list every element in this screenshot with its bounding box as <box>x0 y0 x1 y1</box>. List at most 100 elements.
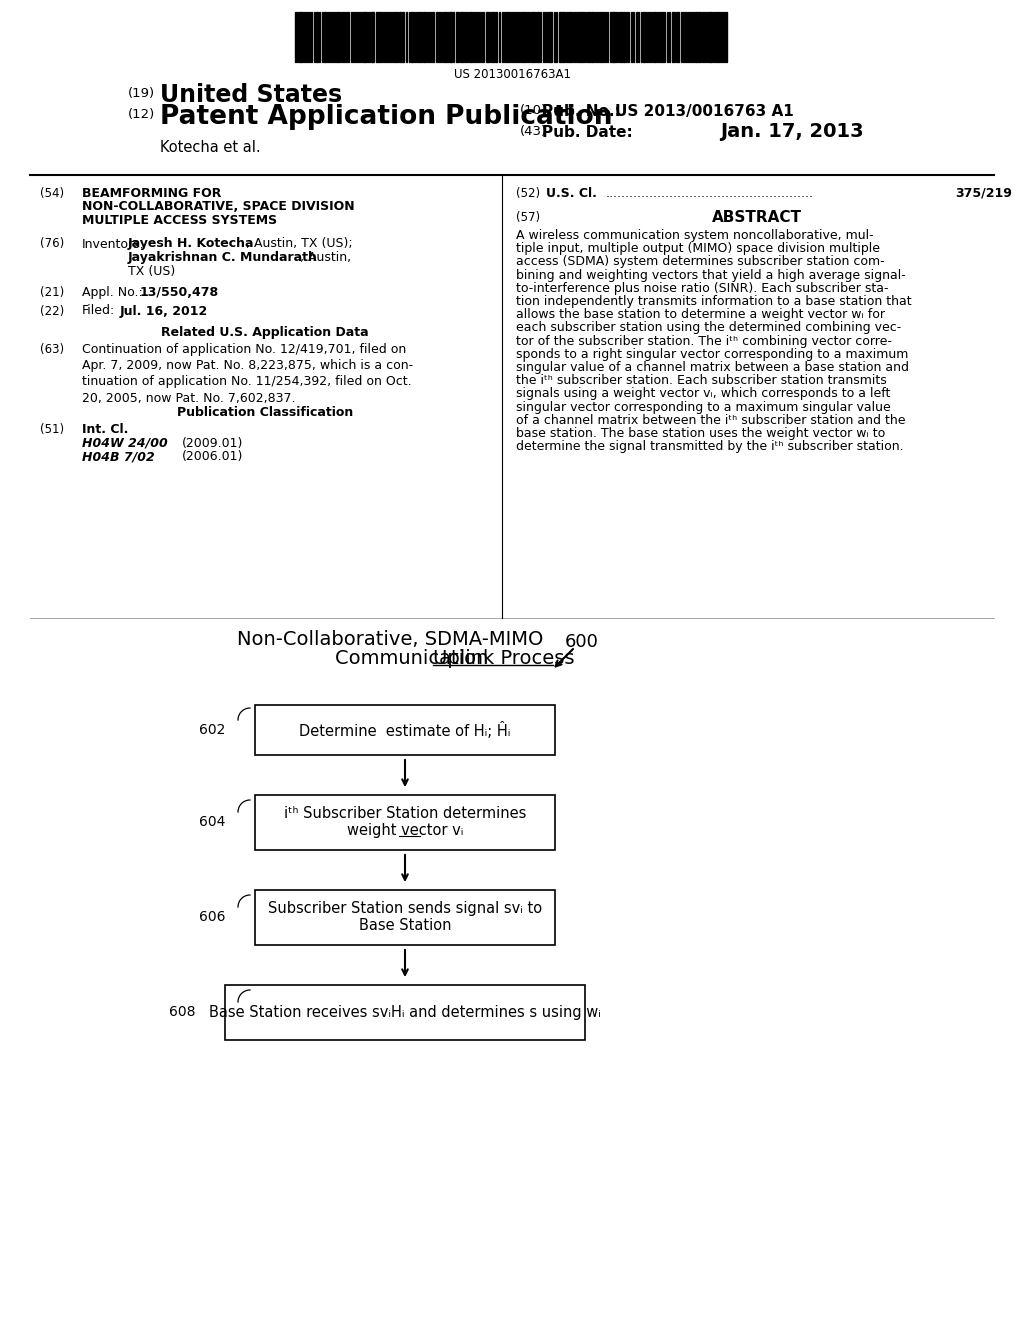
Text: access (SDMA) system determines subscriber station com-: access (SDMA) system determines subscrib… <box>516 255 885 268</box>
Bar <box>255 890 555 945</box>
Text: Base Station: Base Station <box>358 919 452 933</box>
Text: US 20130016763A1: US 20130016763A1 <box>454 69 570 81</box>
Bar <box>495 12 497 62</box>
Text: (51): (51) <box>40 422 65 436</box>
Bar <box>623 12 625 62</box>
Text: (2009.01): (2009.01) <box>182 437 244 450</box>
Bar <box>470 12 472 62</box>
Bar <box>362 12 366 62</box>
Bar <box>532 12 534 62</box>
Bar <box>654 12 656 62</box>
Bar <box>559 12 561 62</box>
Text: 600: 600 <box>565 634 599 651</box>
Bar <box>695 12 697 62</box>
Bar <box>418 12 420 62</box>
Text: ABSTRACT: ABSTRACT <box>712 210 802 226</box>
Text: Jayakrishnan C. Mundarath: Jayakrishnan C. Mundarath <box>128 251 317 264</box>
Text: (2006.01): (2006.01) <box>182 450 244 463</box>
Text: Patent Application Publication: Patent Application Publication <box>160 104 612 129</box>
Text: Jan. 17, 2013: Jan. 17, 2013 <box>720 121 863 141</box>
Text: Jul. 16, 2012: Jul. 16, 2012 <box>120 305 208 318</box>
Bar <box>492 12 494 62</box>
Text: base station. The base station uses the weight vector wᵢ to: base station. The base station uses the … <box>516 426 886 440</box>
Bar <box>449 12 452 62</box>
Text: U.S. Cl.: U.S. Cl. <box>546 187 597 201</box>
Text: sponds to a right singular vector corresponding to a maximum: sponds to a right singular vector corres… <box>516 347 908 360</box>
Text: MULTIPLE ACCESS SYSTEMS: MULTIPLE ACCESS SYSTEMS <box>82 214 278 227</box>
Bar <box>672 12 674 62</box>
Text: (43): (43) <box>520 125 547 139</box>
Bar <box>255 705 555 755</box>
Text: , Austin, TX (US);: , Austin, TX (US); <box>246 238 352 251</box>
Bar <box>643 12 645 62</box>
Bar <box>394 12 396 62</box>
Bar <box>423 12 425 62</box>
Text: 608: 608 <box>169 1005 195 1019</box>
Text: H04W 24/00: H04W 24/00 <box>82 437 168 450</box>
Text: (12): (12) <box>128 108 155 121</box>
Bar <box>698 12 700 62</box>
Bar <box>562 12 564 62</box>
Text: NON-COLLABORATIVE, SPACE DIVISION: NON-COLLABORATIVE, SPACE DIVISION <box>82 201 354 214</box>
Text: singular value of a channel matrix between a base station and: singular value of a channel matrix betwe… <box>516 360 909 374</box>
Bar <box>662 12 663 62</box>
Text: Non-Collaborative, SDMA-MIMO: Non-Collaborative, SDMA-MIMO <box>237 630 543 649</box>
Text: the iᵗʰ subscriber station. Each subscriber station transmits: the iᵗʰ subscriber station. Each subscri… <box>516 374 887 387</box>
Text: Continuation of application No. 12/419,701, filed on
Apr. 7, 2009, now Pat. No. : Continuation of application No. 12/419,7… <box>82 342 413 405</box>
Bar <box>581 12 583 62</box>
Text: of a channel matrix between the iᵗʰ subscriber station and the: of a channel matrix between the iᵗʰ subs… <box>516 413 905 426</box>
Text: Inventors:: Inventors: <box>82 238 144 251</box>
Text: (76): (76) <box>40 238 65 251</box>
Bar <box>456 12 458 62</box>
Text: (19): (19) <box>128 87 155 100</box>
Bar <box>620 12 622 62</box>
Text: (54): (54) <box>40 187 65 201</box>
Text: bining and weighting vectors that yield a high average signal-: bining and weighting vectors that yield … <box>516 268 906 281</box>
Text: TX (US): TX (US) <box>128 264 175 277</box>
Text: tor of the subscriber station. The iᵗʰ combining vector corre-: tor of the subscriber station. The iᵗʰ c… <box>516 334 892 347</box>
Text: 13/550,478: 13/550,478 <box>140 286 219 300</box>
Text: allows the base station to determine a weight vector wᵢ for: allows the base station to determine a w… <box>516 308 885 321</box>
Bar <box>486 12 489 62</box>
Text: Base Station receives svᵢHᵢ and determines s using wᵢ: Base Station receives svᵢHᵢ and determin… <box>209 1005 601 1019</box>
Bar <box>444 12 446 62</box>
Text: 604: 604 <box>199 814 225 829</box>
Text: iᵗʰ Subscriber Station determines: iᵗʰ Subscriber Station determines <box>284 805 526 821</box>
Bar <box>379 12 381 62</box>
Bar <box>549 12 552 62</box>
Text: weight vector vᵢ: weight vector vᵢ <box>347 824 463 838</box>
Text: 602: 602 <box>199 723 225 737</box>
Text: A wireless communication system noncollaborative, mul-: A wireless communication system noncolla… <box>516 228 873 242</box>
Text: Related U.S. Application Data: Related U.S. Application Data <box>161 326 369 339</box>
Text: 375/219: 375/219 <box>955 187 1012 201</box>
Text: H04B 7/02: H04B 7/02 <box>82 450 155 463</box>
Bar <box>376 12 378 62</box>
Bar <box>591 12 593 62</box>
Bar <box>506 12 508 62</box>
Bar <box>578 12 580 62</box>
Text: signals using a weight vector vᵢ, which corresponds to a left: signals using a weight vector vᵢ, which … <box>516 387 891 400</box>
Bar <box>399 12 401 62</box>
Bar <box>461 12 463 62</box>
Text: Pub. No.:: Pub. No.: <box>542 104 621 119</box>
Bar <box>255 795 555 850</box>
Bar <box>717 12 719 62</box>
Bar <box>537 12 539 62</box>
Text: (63): (63) <box>40 342 65 355</box>
Text: (21): (21) <box>40 286 65 300</box>
Text: Jayesh H. Kotecha: Jayesh H. Kotecha <box>128 238 255 251</box>
Bar <box>709 12 712 62</box>
Text: tion independently transmits information to a base station that: tion independently transmits information… <box>516 294 911 308</box>
Text: to-interference plus noise ratio (SINR). Each subscriber sta-: to-interference plus noise ratio (SINR).… <box>516 281 889 294</box>
Bar <box>371 12 374 62</box>
Bar <box>225 985 585 1040</box>
Text: Determine  estimate of Hᵢ; Ĥᵢ: Determine estimate of Hᵢ; Ĥᵢ <box>299 722 511 738</box>
Text: 606: 606 <box>199 909 225 924</box>
Bar <box>677 12 679 62</box>
Text: Publication Classification: Publication Classification <box>177 407 353 420</box>
Text: US 2013/0016763 A1: US 2013/0016763 A1 <box>615 104 794 119</box>
Bar <box>316 12 318 62</box>
Text: (52): (52) <box>516 187 540 201</box>
Bar <box>411 12 413 62</box>
Text: singular vector corresponding to a maximum singular value: singular vector corresponding to a maxim… <box>516 400 891 413</box>
